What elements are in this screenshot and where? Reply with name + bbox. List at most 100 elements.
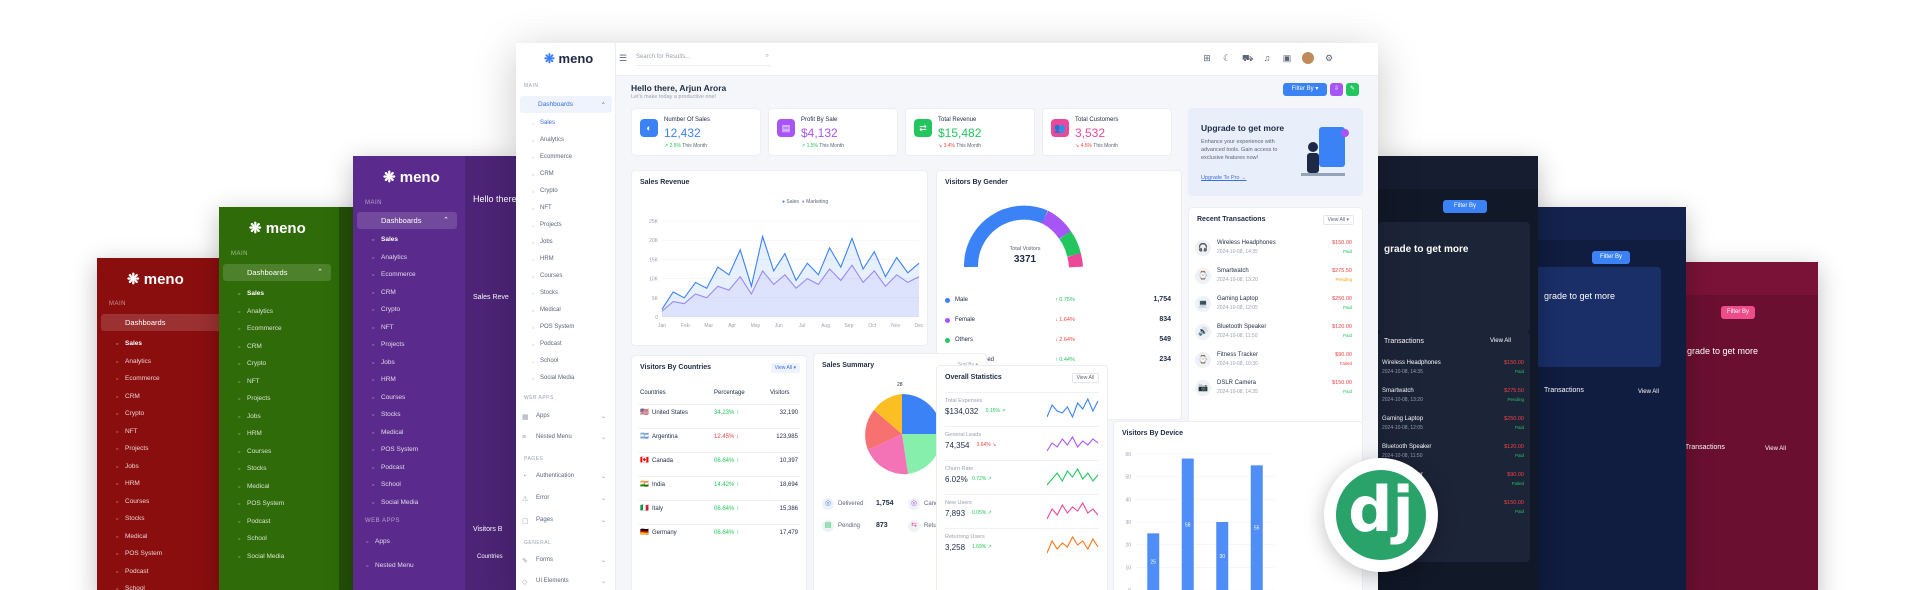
sidebar-item-medical[interactable]: Medical [532, 307, 561, 313]
maroon-view-all[interactable]: View All [1765, 446, 1786, 452]
sidebar-item-pos-system[interactable]: POS System [116, 550, 162, 557]
language-icon[interactable]: ⊞ [1203, 53, 1211, 63]
cart-icon[interactable]: ⛟ [1242, 53, 1254, 63]
dark-view-all[interactable]: View All [1490, 338, 1511, 344]
sidebar-item-nft[interactable]: NFT [238, 378, 259, 385]
sidebar-item-projects[interactable]: Projects [238, 395, 271, 402]
search-input[interactable]: Search for Results... ⌕ [636, 51, 771, 66]
sidebar-item-podcast[interactable]: Podcast [372, 464, 404, 471]
sidebar-item-crypto[interactable]: Crypto [116, 410, 144, 417]
sidebar-item-crm[interactable]: CRM [372, 289, 396, 296]
main-nested-item[interactable]: ≡ Nested Menu ⌄ [522, 434, 606, 441]
sidebar-item-sales[interactable]: Sales [532, 120, 555, 126]
sidebar-item-crypto[interactable]: Crypto [532, 188, 558, 194]
navy-view-all[interactable]: View All [1638, 389, 1659, 395]
sidebar-item-hrm[interactable]: HRM [238, 430, 262, 437]
main-logo[interactable]: ❋ meno [544, 51, 594, 66]
sidebar-item-jobs[interactable]: Jobs [532, 239, 552, 245]
sidebar-item-sales[interactable]: Sales [116, 340, 142, 347]
sidebar-item-podcast[interactable]: Podcast [116, 568, 148, 575]
sidebar-item-stocks[interactable]: Stocks [238, 465, 266, 472]
sidebar-item-school[interactable]: School [238, 535, 267, 542]
sidebar-item-podcast[interactable]: Podcast [532, 341, 562, 347]
navy-filter[interactable]: Filter By [1592, 251, 1630, 264]
dark-filter[interactable]: Filter By [1443, 200, 1487, 213]
main-apps-item[interactable]: ▦ Apps ⌄ [522, 413, 606, 421]
purple-dashboards-item[interactable]: Dashboards ⌃ [357, 212, 457, 229]
upgrade-link[interactable]: Upgrade To Pro → [1201, 175, 1247, 181]
main-ui-item[interactable]: ◇ UI Elements ⌄ [522, 578, 606, 586]
menu-toggle-icon[interactable]: ☰ [618, 53, 628, 63]
sidebar-item-ecommerce[interactable]: Ecommerce [238, 325, 282, 332]
maroon-filter[interactable]: Filter By [1721, 306, 1755, 319]
sidebar-item-courses[interactable]: Courses [238, 448, 271, 455]
transaction-row[interactable]: 🔊 Bluetooth Speaker 2024-10-08, 11:50 $120.… [1195, 322, 1356, 348]
sidebar-item-jobs[interactable]: Jobs [238, 413, 261, 420]
sidebar-item-sales[interactable]: Sales [372, 236, 398, 243]
sidebar-item-school[interactable]: School [372, 481, 401, 488]
gear-icon[interactable]: ⚙ [1324, 53, 1334, 63]
sidebar-item-nft[interactable]: NFT [532, 205, 551, 211]
countries-view-all[interactable]: View All ▾ [770, 363, 800, 373]
sidebar-item-social-media[interactable]: Social Media [238, 553, 284, 560]
sidebar-item-jobs[interactable]: Jobs [372, 359, 395, 366]
download-button[interactable]: ⇩ [1330, 83, 1343, 96]
sidebar-item-stocks[interactable]: Stocks [372, 411, 400, 418]
transaction-row[interactable]: ⌚ Fitness Tracker 2024-10-08, 10:30 $90.00 F… [1195, 350, 1356, 376]
sidebar-item-analytics[interactable]: Analytics [532, 137, 564, 143]
sidebar-item-analytics[interactable]: Analytics [238, 308, 273, 315]
sidebar-item-stocks[interactable]: Stocks [116, 515, 144, 522]
sidebar-item-hrm[interactable]: HRM [116, 480, 140, 487]
sidebar-item-stocks[interactable]: Stocks [532, 290, 558, 296]
main-error-item[interactable]: ⚠ Error ⌄ [522, 495, 606, 503]
sidebar-item-crm[interactable]: CRM [116, 393, 140, 400]
main-forms-item[interactable]: ✎ Forms ⌄ [522, 557, 606, 565]
sidebar-item-medical[interactable]: Medical [238, 483, 270, 490]
bell-icon[interactable]: ♫ [1263, 53, 1271, 63]
avatar[interactable] [1302, 52, 1314, 64]
sidebar-item-courses[interactable]: Courses [532, 273, 562, 279]
sidebar-item-projects[interactable]: Projects [372, 341, 405, 348]
sidebar-item-social-media[interactable]: Social Media [532, 375, 574, 381]
transaction-row[interactable]: 📷 DSLR Camera 2024-10-08, 14:35 $150.00 Paid [1195, 378, 1356, 404]
transaction-row[interactable]: 💻 Gaming Laptop 2024-10-08, 12:05 $250.00 Pa… [1195, 294, 1356, 320]
sidebar-item-social-media[interactable]: Social Media [372, 499, 418, 506]
sidebar-item-school[interactable]: School [532, 358, 559, 364]
sidebar-item-crypto[interactable]: Crypto [372, 306, 400, 313]
sidebar-item-nft[interactable]: NFT [372, 324, 393, 331]
green-dashboards-item[interactable]: Dashboards ⌃ [223, 264, 331, 281]
sidebar-item-analytics[interactable]: Analytics [372, 254, 407, 261]
moon-icon[interactable]: ☾ [1222, 53, 1232, 63]
sidebar-item-courses[interactable]: Courses [372, 394, 405, 401]
sidebar-item-ecommerce[interactable]: Ecommerce [116, 375, 160, 382]
apps-grid-icon[interactable]: ▣ [1282, 53, 1292, 63]
main-pages-item[interactable]: ▢ Pages ⌄ [522, 517, 606, 525]
sidebar-item-projects[interactable]: Projects [116, 445, 149, 452]
sidebar-item-pos-system[interactable]: POS System [238, 500, 284, 507]
sidebar-item-school[interactable]: School [116, 585, 145, 590]
transactions-view-all[interactable]: View All ▾ [1322, 215, 1354, 225]
sidebar-item-medical[interactable]: Medical [116, 533, 148, 540]
sidebar-item-crypto[interactable]: Crypto [238, 360, 266, 367]
sidebar-item-ecommerce[interactable]: Ecommerce [372, 271, 416, 278]
sidebar-item-hrm[interactable]: HRM [532, 256, 553, 262]
sidebar-item-pos-system[interactable]: POS System [372, 446, 418, 453]
sidebar-item-pos-system[interactable]: POS System [532, 324, 574, 330]
sidebar-item-ecommerce[interactable]: Ecommerce [532, 154, 572, 160]
main-auth-item[interactable]: ◔ Authentication ⌄ [522, 473, 606, 480]
sidebar-item-projects[interactable]: Projects [532, 222, 562, 228]
transaction-row[interactable]: ⌚ Smartwatch 2024-10-08, 13:20 $275.50 Pendi… [1195, 266, 1356, 292]
sidebar-item-jobs[interactable]: Jobs [116, 463, 139, 470]
purple-apps[interactable]: Apps [366, 538, 390, 545]
sidebar-item-courses[interactable]: Courses [116, 498, 149, 505]
main-dashboards-item[interactable]: Dashboards ⌃ [520, 96, 612, 113]
edit-button[interactable]: ✎ [1346, 83, 1359, 96]
sidebar-item-analytics[interactable]: Analytics [116, 358, 151, 365]
sidebar-item-sales[interactable]: Sales [238, 290, 264, 297]
sidebar-item-crm[interactable]: CRM [238, 343, 262, 350]
sidebar-item-podcast[interactable]: Podcast [238, 518, 270, 525]
filter-by-button[interactable]: Filter By ▾ [1283, 83, 1327, 96]
search-icon[interactable]: ⌕ [765, 53, 769, 59]
sidebar-item-crm[interactable]: CRM [532, 171, 553, 177]
purple-nested[interactable]: Nested Menu [366, 562, 414, 569]
